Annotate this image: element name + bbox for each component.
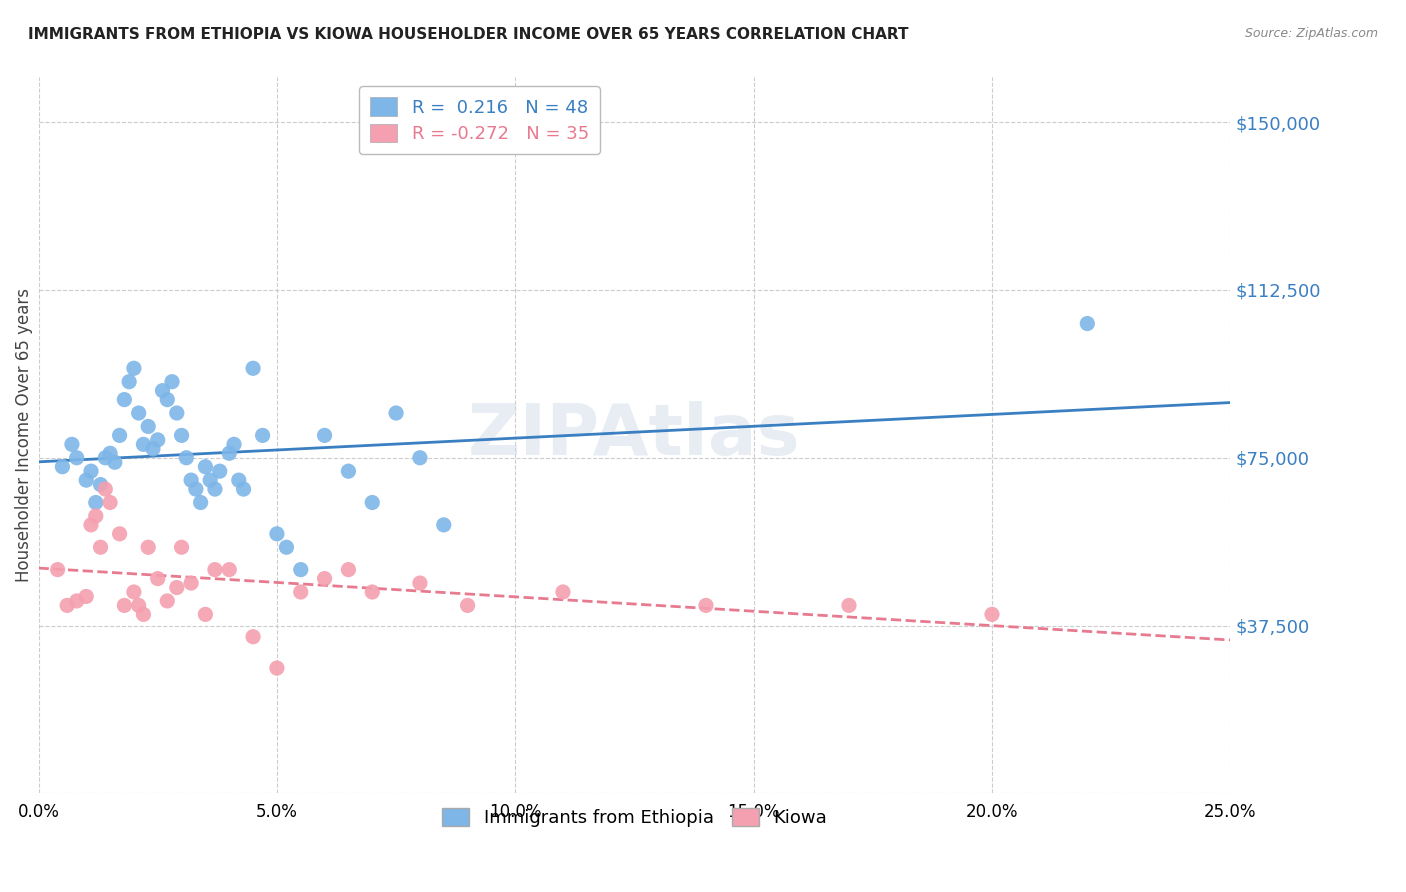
- Point: [108, 428, 131, 442]
- Point: [551, 585, 574, 599]
- Point: [409, 576, 432, 591]
- Point: [156, 392, 179, 407]
- Point: [66, 594, 89, 608]
- Point: [433, 517, 456, 532]
- Point: [242, 630, 264, 644]
- Point: [166, 581, 188, 595]
- Point: [146, 572, 169, 586]
- Point: [112, 392, 135, 407]
- Point: [337, 464, 360, 478]
- Point: [337, 563, 360, 577]
- Point: [66, 450, 89, 465]
- Point: [128, 599, 150, 613]
- Point: [290, 563, 312, 577]
- Point: [104, 455, 127, 469]
- Point: [94, 450, 117, 465]
- Point: [170, 428, 193, 442]
- Point: [108, 526, 131, 541]
- Point: [176, 450, 198, 465]
- Point: [60, 437, 83, 451]
- Point: [75, 590, 97, 604]
- Point: [198, 473, 221, 487]
- Point: [838, 599, 860, 613]
- Point: [84, 508, 107, 523]
- Point: [166, 406, 188, 420]
- Point: [314, 428, 336, 442]
- Point: [290, 585, 312, 599]
- Point: [80, 517, 103, 532]
- Point: [194, 607, 217, 622]
- Point: [80, 464, 103, 478]
- Point: [361, 495, 384, 509]
- Point: [204, 482, 226, 496]
- Point: [218, 563, 240, 577]
- Point: [94, 482, 117, 496]
- Point: [98, 446, 121, 460]
- Point: [409, 450, 432, 465]
- Point: [89, 541, 111, 555]
- Point: [118, 375, 141, 389]
- Point: [98, 495, 121, 509]
- Point: [142, 442, 165, 456]
- Point: [242, 361, 264, 376]
- Point: [194, 459, 217, 474]
- Point: [1076, 317, 1098, 331]
- Point: [252, 428, 274, 442]
- Point: [146, 433, 169, 447]
- Point: [222, 437, 245, 451]
- Text: Source: ZipAtlas.com: Source: ZipAtlas.com: [1244, 27, 1378, 40]
- Point: [51, 459, 73, 474]
- Point: [695, 599, 717, 613]
- Point: [132, 437, 155, 451]
- Point: [136, 419, 159, 434]
- Y-axis label: Householder Income Over 65 years: Householder Income Over 65 years: [15, 288, 32, 582]
- Point: [184, 482, 207, 496]
- Point: [218, 446, 240, 460]
- Text: IMMIGRANTS FROM ETHIOPIA VS KIOWA HOUSEHOLDER INCOME OVER 65 YEARS CORRELATION C: IMMIGRANTS FROM ETHIOPIA VS KIOWA HOUSEH…: [28, 27, 908, 42]
- Point: [128, 406, 150, 420]
- Point: [457, 599, 479, 613]
- Point: [75, 473, 97, 487]
- Point: [46, 563, 69, 577]
- Point: [160, 375, 183, 389]
- Text: ZIPAtlas: ZIPAtlas: [468, 401, 801, 470]
- Point: [266, 661, 288, 675]
- Point: [981, 607, 1004, 622]
- Point: [112, 599, 135, 613]
- Point: [385, 406, 408, 420]
- Point: [228, 473, 250, 487]
- Point: [170, 541, 193, 555]
- Point: [204, 563, 226, 577]
- Point: [266, 526, 288, 541]
- Point: [152, 384, 174, 398]
- Point: [156, 594, 179, 608]
- Point: [180, 576, 202, 591]
- Point: [314, 572, 336, 586]
- Point: [180, 473, 202, 487]
- Point: [84, 495, 107, 509]
- Point: [190, 495, 212, 509]
- Point: [56, 599, 79, 613]
- Point: [232, 482, 254, 496]
- Point: [122, 361, 145, 376]
- Point: [208, 464, 231, 478]
- Point: [132, 607, 155, 622]
- Point: [122, 585, 145, 599]
- Point: [361, 585, 384, 599]
- Point: [136, 541, 159, 555]
- Point: [89, 477, 111, 491]
- Point: [276, 541, 298, 555]
- Legend: Immigrants from Ethiopia, Kiowa: Immigrants from Ethiopia, Kiowa: [434, 801, 834, 834]
